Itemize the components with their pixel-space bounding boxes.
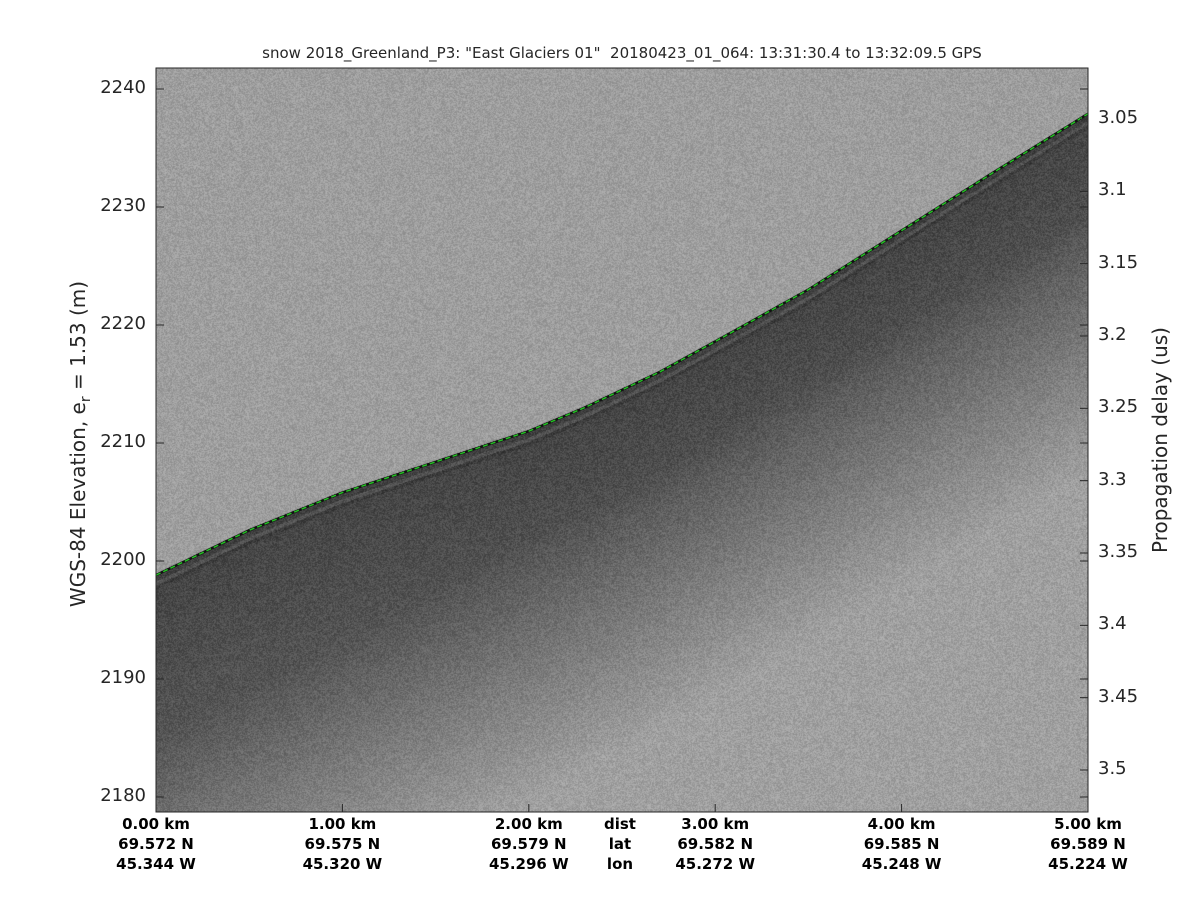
right-tick-label: 3.4	[1098, 613, 1127, 634]
right-tick-label: 3.3	[1098, 469, 1127, 490]
plot-overlay	[156, 68, 1088, 812]
right-tick-label: 3.2	[1098, 324, 1127, 345]
x-label-dist: 1.00 km	[282, 814, 402, 834]
right-tick-label: 3.15	[1098, 252, 1138, 273]
x-label-lon: 45.320 W	[282, 854, 402, 874]
chart-title: snow 2018_Greenland_P3: "East Glaciers 0…	[156, 44, 1088, 62]
left-tick-label: 2230	[0, 195, 146, 216]
left-tick-label: 2190	[0, 667, 146, 688]
left-tick-label: 2210	[0, 431, 146, 452]
surface-line	[156, 114, 1088, 575]
right-axis-label: Propagation delay (us)	[1148, 310, 1172, 570]
x-label-lat: 69.572 N	[96, 834, 216, 854]
left-axis-label-suffix: = 1.53 (m)	[66, 281, 90, 396]
right-tick-label: 3.25	[1098, 396, 1138, 417]
x-row-label-lat: lat	[560, 834, 680, 854]
plot-frame	[156, 68, 1088, 812]
x-label-dist: 0.00 km	[96, 814, 216, 834]
x-row-label-dist: dist	[560, 814, 680, 834]
x-label-dist: 5.00 km	[1028, 814, 1148, 834]
echogram-plot	[156, 68, 1088, 812]
left-tick-label: 2180	[0, 785, 146, 806]
right-tick-label: 3.5	[1098, 758, 1127, 779]
left-tick-label: 2200	[0, 549, 146, 570]
left-axis-label-sub: r	[78, 396, 94, 402]
left-tick-label: 2220	[0, 313, 146, 334]
right-tick-label: 3.35	[1098, 541, 1138, 562]
x-label-dist: 4.00 km	[842, 814, 962, 834]
x-label-lat: 69.589 N	[1028, 834, 1148, 854]
right-tick-label: 3.1	[1098, 179, 1127, 200]
x-label-lat: 69.575 N	[282, 834, 402, 854]
x-label-lon: 45.344 W	[96, 854, 216, 874]
right-tick-label: 3.05	[1098, 107, 1138, 128]
x-row-label-lon: lon	[560, 854, 680, 874]
surface-line-shadow	[156, 114, 1088, 575]
left-tick-label: 2240	[0, 77, 146, 98]
x-label-lon: 45.224 W	[1028, 854, 1148, 874]
x-label-lon: 45.248 W	[842, 854, 962, 874]
right-tick-label: 3.45	[1098, 686, 1138, 707]
x-label-lat: 69.585 N	[842, 834, 962, 854]
